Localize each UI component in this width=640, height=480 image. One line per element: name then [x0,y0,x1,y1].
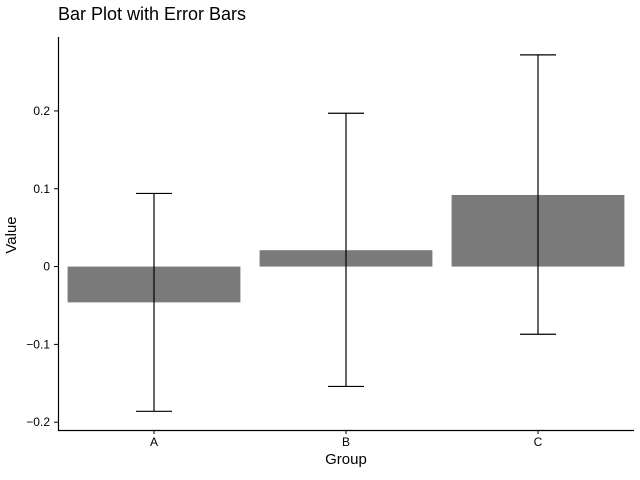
y-tick-label: 0 [43,260,50,274]
y-tick-label: −0.1 [26,337,50,351]
x-axis-title: Group [325,451,367,468]
y-axis-title: Value [3,216,20,253]
x-tick-label: C [534,435,543,449]
y-tick-label: 0.1 [33,182,50,196]
x-axis-ticks: A B C [150,430,543,449]
x-tick-label: B [342,435,350,449]
y-tick-label: 0.2 [33,104,50,118]
y-tick-label: −0.2 [26,415,50,429]
y-axis-ticks: −0.2 −0.1 0 0.1 0.2 [26,104,58,429]
chart-title: Bar Plot with Error Bars [58,4,246,24]
error-bars [136,54,556,412]
x-tick-label: A [150,435,158,449]
